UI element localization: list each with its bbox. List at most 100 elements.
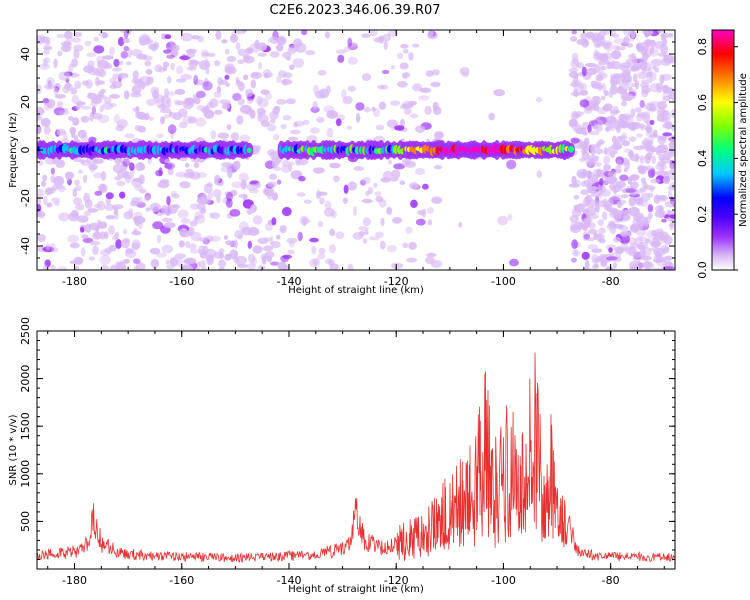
noise-speckle [60,41,72,47]
noise-speckle [609,210,620,219]
noise-speckle [337,54,345,63]
noise-speckle [568,183,581,188]
noise-speckle [260,89,270,95]
noise-speckle [161,244,174,254]
noise-speckle [579,82,588,91]
noise-speckle [292,58,305,68]
noise-speckle [317,191,328,196]
noise-speckle [50,243,56,249]
noise-speckle [156,234,162,244]
noise-speckle [654,170,667,177]
noise-speckle [197,237,209,242]
noise-speckle [213,91,222,98]
noise-speckle [172,44,180,52]
noise-speckle [124,133,135,139]
noise-speckle [130,49,143,57]
noise-speckle [647,204,654,213]
noise-speckle [662,266,675,270]
noise-speckle [645,125,653,134]
noise-speckle [108,103,117,108]
noise-speckle [593,258,601,263]
noise-speckle [358,226,369,231]
noise-speckle [105,192,114,200]
noise-speckle [134,265,139,270]
noise-speckle [45,77,55,86]
noise-speckle [262,69,272,79]
noise-speckle [43,58,48,68]
noise-speckle [172,204,181,209]
noise-speckle [583,137,590,147]
noise-speckle [227,168,233,179]
noise-speckle [669,138,675,143]
noise-speckle [213,251,224,259]
noise-speckle [347,263,354,270]
noise-speckle [422,183,429,190]
noise-speckle [104,247,113,254]
noise-speckle [343,184,349,194]
noise-speckle [87,60,95,69]
noise-speckle [397,81,408,88]
noise-speckle [592,99,598,110]
noise-speckle [164,158,171,164]
noise-speckle [599,117,609,121]
noise-speckle [324,258,332,265]
noise-speckle [665,149,675,159]
noise-speckle [245,88,254,97]
noise-speckle [318,221,323,227]
colorbar-tick-label: 0.6 [696,94,709,112]
noise-speckle [408,241,417,250]
noise-speckle [341,89,347,99]
noise-speckle [135,106,140,116]
noise-speckle [122,37,130,44]
noise-speckle [593,263,599,269]
noise-speckle [358,230,365,237]
noise-speckle [156,133,164,139]
noise-speckle [572,113,582,118]
noise-speckle [342,197,348,204]
noise-speckle [362,177,371,184]
noise-speckle [280,124,287,130]
noise-speckle [217,132,230,139]
noise-speckle [669,214,675,219]
noise-speckle [256,182,261,189]
noise-speckle [166,54,175,59]
noise-speckle [209,235,221,242]
noise-speckle [57,101,64,108]
noise-speckle [347,181,357,191]
noise-speckle [181,265,193,270]
signal-peak [471,147,482,153]
x-tick-label: -100 [491,275,516,288]
noise-speckle [428,30,434,38]
y-tick-label: -40 [19,237,32,255]
x-tick-label: -80 [602,574,620,587]
noise-speckle [653,250,660,256]
noise-speckle [649,39,656,45]
noise-speckle [595,162,602,167]
noise-speckle [293,120,305,127]
noise-speckle [579,99,590,108]
noise-speckle [225,163,231,169]
noise-speckle [174,88,186,95]
noise-speckle [621,194,629,199]
noise-speckle [594,120,599,131]
noise-speckle [132,178,142,182]
noise-speckle [69,260,81,265]
noise-speckle [42,264,48,270]
noise-speckle [209,98,219,108]
noise-speckle [74,80,82,89]
noise-speckle [606,256,618,261]
noise-speckle [71,94,80,104]
noise-speckle [37,188,45,198]
y-tick-label: 40 [19,47,32,61]
noise-speckle [189,249,200,254]
colorbar-ticks: 0.0 0.2 0.4 0.6 0.8 [696,38,738,279]
noise-speckle [64,171,75,180]
noise-speckle [146,76,154,85]
noise-speckle [644,49,652,58]
noise-speckle [595,116,607,125]
noise-speckle [419,87,432,93]
noise-speckle [98,114,110,124]
noise-speckle [70,209,79,219]
noise-speckle [237,233,243,240]
